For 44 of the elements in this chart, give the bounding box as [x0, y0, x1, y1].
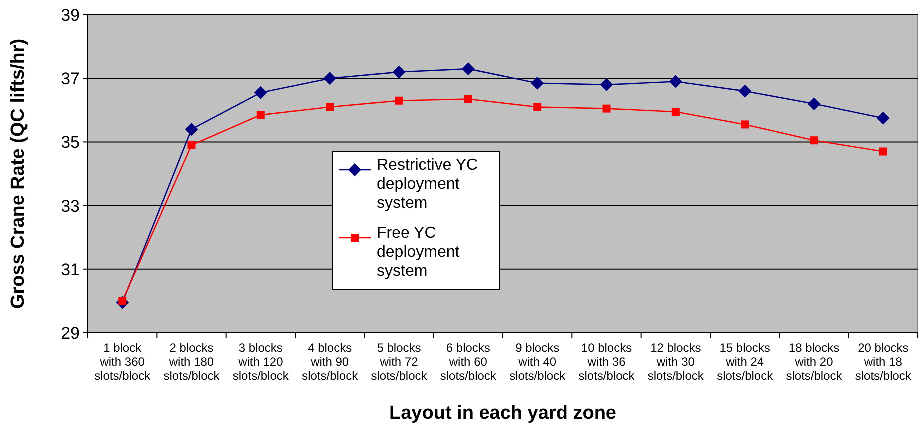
- point: [669, 75, 682, 88]
- point: [256, 111, 265, 120]
- point: [254, 86, 268, 100]
- point: [672, 108, 680, 116]
- legend-label: Free YC deployment system: [377, 225, 460, 280]
- point: [600, 78, 614, 92]
- x-tick-label: 2 blocks with 180 slots/block: [164, 341, 221, 383]
- y-tick-label: 31: [61, 260, 80, 280]
- y-tick-label: 35: [61, 133, 80, 152]
- point: [810, 136, 818, 145]
- y-tick-label: 37: [61, 70, 80, 89]
- point: [876, 112, 890, 125]
- point: [188, 141, 196, 150]
- point: [602, 104, 611, 113]
- x-tick-label: 18 blocks with 20 slots/block: [786, 341, 844, 383]
- y-tick-label: 29: [61, 324, 80, 343]
- point: [808, 98, 821, 111]
- x-tick-label: 5 blocks with 72 slots/block: [371, 341, 428, 383]
- point: [326, 103, 334, 112]
- point: [324, 72, 337, 86]
- y-tick-label: 39: [61, 6, 80, 25]
- x-tick-label: 15 blocks with 24 slots/block: [717, 341, 774, 383]
- point: [395, 96, 404, 105]
- point: [738, 84, 752, 98]
- point: [534, 103, 542, 112]
- x-tick-label: 3 blocks with 120 slots/block: [232, 341, 290, 383]
- x-tick-label: 1 block with 360 slots/block: [94, 341, 152, 383]
- x-tick-label: 12 blocks with 30 slots/block: [648, 341, 705, 383]
- point: [185, 122, 198, 136]
- x-tick-label: 10 blocks with 36 slots/block: [578, 341, 636, 383]
- y-tick-label: 33: [61, 196, 80, 216]
- x-axis-title: Layout in each yard zone: [390, 403, 616, 424]
- x-tick-label: 4 blocks with 90 slots/block: [302, 341, 360, 383]
- point: [464, 95, 472, 104]
- x-tick-label: 20 blocks with 18 slots/block: [855, 341, 912, 383]
- point: [392, 66, 406, 79]
- point: [531, 76, 544, 90]
- point: [462, 62, 475, 76]
- legend-label: Restrictive YC deployment system: [377, 157, 478, 212]
- x-tick-label: 6 blocks with 60 slots/block: [440, 341, 498, 383]
- point: [879, 148, 888, 156]
- x-tick-label: 9 blocks with 40 slots/block: [510, 341, 567, 383]
- y-axis-title: Gross Crane Rate (QC lifts/hr): [8, 38, 29, 310]
- point: [741, 120, 750, 129]
